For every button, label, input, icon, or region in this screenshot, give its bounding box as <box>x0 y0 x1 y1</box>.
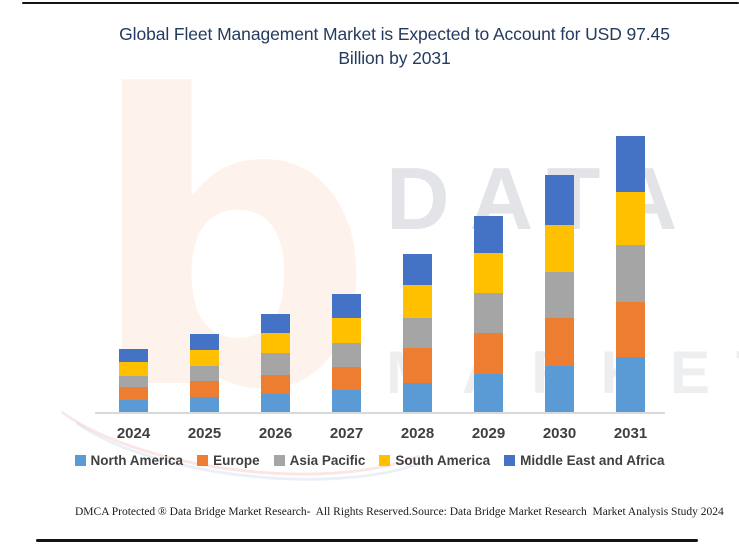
top-border-line <box>22 2 739 4</box>
x-tick-label-2025: 2025 <box>187 425 222 442</box>
bar-2026 <box>261 314 290 412</box>
bar-segment-north-america <box>190 397 219 412</box>
chart-title-line2: Billion by 2031 <box>338 48 451 68</box>
bar-segment-asia-pacific <box>545 272 574 318</box>
bar-segment-europe <box>403 348 432 383</box>
bar-segment-europe <box>261 375 290 394</box>
bar-2025 <box>190 334 219 412</box>
bar-segment-middle-east-and-africa <box>190 334 219 350</box>
bar-segment-south-america <box>403 285 432 318</box>
bar-segment-europe <box>119 387 148 400</box>
x-axis-labels: 2024 2025 2026 2027 2028 2029 2030 2031 <box>0 425 739 443</box>
x-tick-label-2029: 2029 <box>471 425 506 442</box>
legend-swatch-north-america <box>74 455 86 466</box>
bar-segment-middle-east-and-africa <box>403 254 432 285</box>
bar-segment-north-america <box>261 394 290 412</box>
bar-segment-asia-pacific <box>332 343 361 367</box>
legend-item-asia-pacific: Asia Pacific <box>273 453 366 468</box>
bar-segment-south-america <box>190 350 219 366</box>
legend-label-middle-east-and-africa: Middle East and Africa <box>520 453 665 468</box>
bar-segment-south-america <box>474 253 503 293</box>
bar-segment-asia-pacific <box>190 366 219 381</box>
bar-segment-europe <box>616 302 645 357</box>
x-tick-label-2026: 2026 <box>258 425 293 442</box>
bar-segment-middle-east-and-africa <box>616 136 645 192</box>
bar-segment-north-america <box>474 374 503 412</box>
bar-segment-north-america <box>545 366 574 412</box>
bar-segment-north-america <box>332 390 361 412</box>
bar-2024 <box>119 349 148 412</box>
footer: DMCA Protected ® Data Bridge Market Rese… <box>0 506 739 518</box>
bar-2029 <box>474 216 503 412</box>
bar-segment-north-america <box>403 383 432 412</box>
x-tick-label-2031: 2031 <box>613 425 648 442</box>
source-note: Source: Data Bridge Market Research Mark… <box>411 506 724 518</box>
bar-segment-middle-east-and-africa <box>332 294 361 318</box>
bar-segment-north-america <box>616 357 645 412</box>
legend-label-north-america: North America <box>90 453 184 468</box>
bar-segment-asia-pacific <box>403 318 432 348</box>
legend-swatch-middle-east-and-africa <box>504 455 516 466</box>
legend-item-south-america: South America <box>379 453 490 468</box>
bar-segment-south-america <box>616 192 645 245</box>
bar-2031 <box>616 136 645 412</box>
legend-label-asia-pacific: Asia Pacific <box>289 453 366 468</box>
bar-2028 <box>403 254 432 412</box>
bar-segment-north-america <box>119 400 148 412</box>
bar-segment-europe <box>332 367 361 390</box>
bottom-border-line <box>36 539 698 542</box>
bar-2030 <box>545 175 574 412</box>
legend-label-south-america: South America <box>395 453 491 468</box>
chart-title: Global Fleet Management Market is Expect… <box>0 22 739 70</box>
dmca-notice: DMCA Protected ® Data Bridge Market Rese… <box>75 506 412 518</box>
x-tick-label-2030: 2030 <box>542 425 577 442</box>
bar-segment-asia-pacific <box>474 293 503 333</box>
bar-segment-europe <box>190 381 219 397</box>
bar-segment-middle-east-and-africa <box>545 175 574 225</box>
legend-item-north-america: North America <box>74 453 184 468</box>
bar-segment-middle-east-and-africa <box>474 216 503 253</box>
bar-segment-middle-east-and-africa <box>119 349 148 362</box>
bar-segment-asia-pacific <box>261 353 290 375</box>
legend-swatch-europe <box>197 455 209 466</box>
x-axis-line <box>95 412 665 414</box>
bar-segment-south-america <box>119 362 148 376</box>
bar-2027 <box>332 294 361 412</box>
bar-segment-south-america <box>261 333 290 353</box>
legend-item-europe: Europe <box>197 453 260 468</box>
bar-segment-middle-east-and-africa <box>261 314 290 333</box>
legend-swatch-asia-pacific <box>273 455 285 466</box>
legend-swatch-south-america <box>379 455 391 466</box>
chart-legend: North America Europe Asia Pacific South Ame… <box>0 453 739 468</box>
bar-segment-europe <box>474 333 503 374</box>
bar-segment-asia-pacific <box>616 245 645 302</box>
bar-segment-south-america <box>332 318 361 343</box>
x-tick-label-2028: 2028 <box>400 425 435 442</box>
x-tick-label-2024: 2024 <box>116 425 151 442</box>
legend-label-europe: Europe <box>213 453 260 468</box>
bar-segment-asia-pacific <box>119 376 148 387</box>
bar-segment-south-america <box>545 225 574 272</box>
bar-segment-europe <box>545 318 574 366</box>
legend-item-middle-east-and-africa: Middle East and Africa <box>504 453 664 468</box>
x-tick-label-2027: 2027 <box>329 425 364 442</box>
chart-title-line1: Global Fleet Management Market is Expect… <box>119 24 670 44</box>
